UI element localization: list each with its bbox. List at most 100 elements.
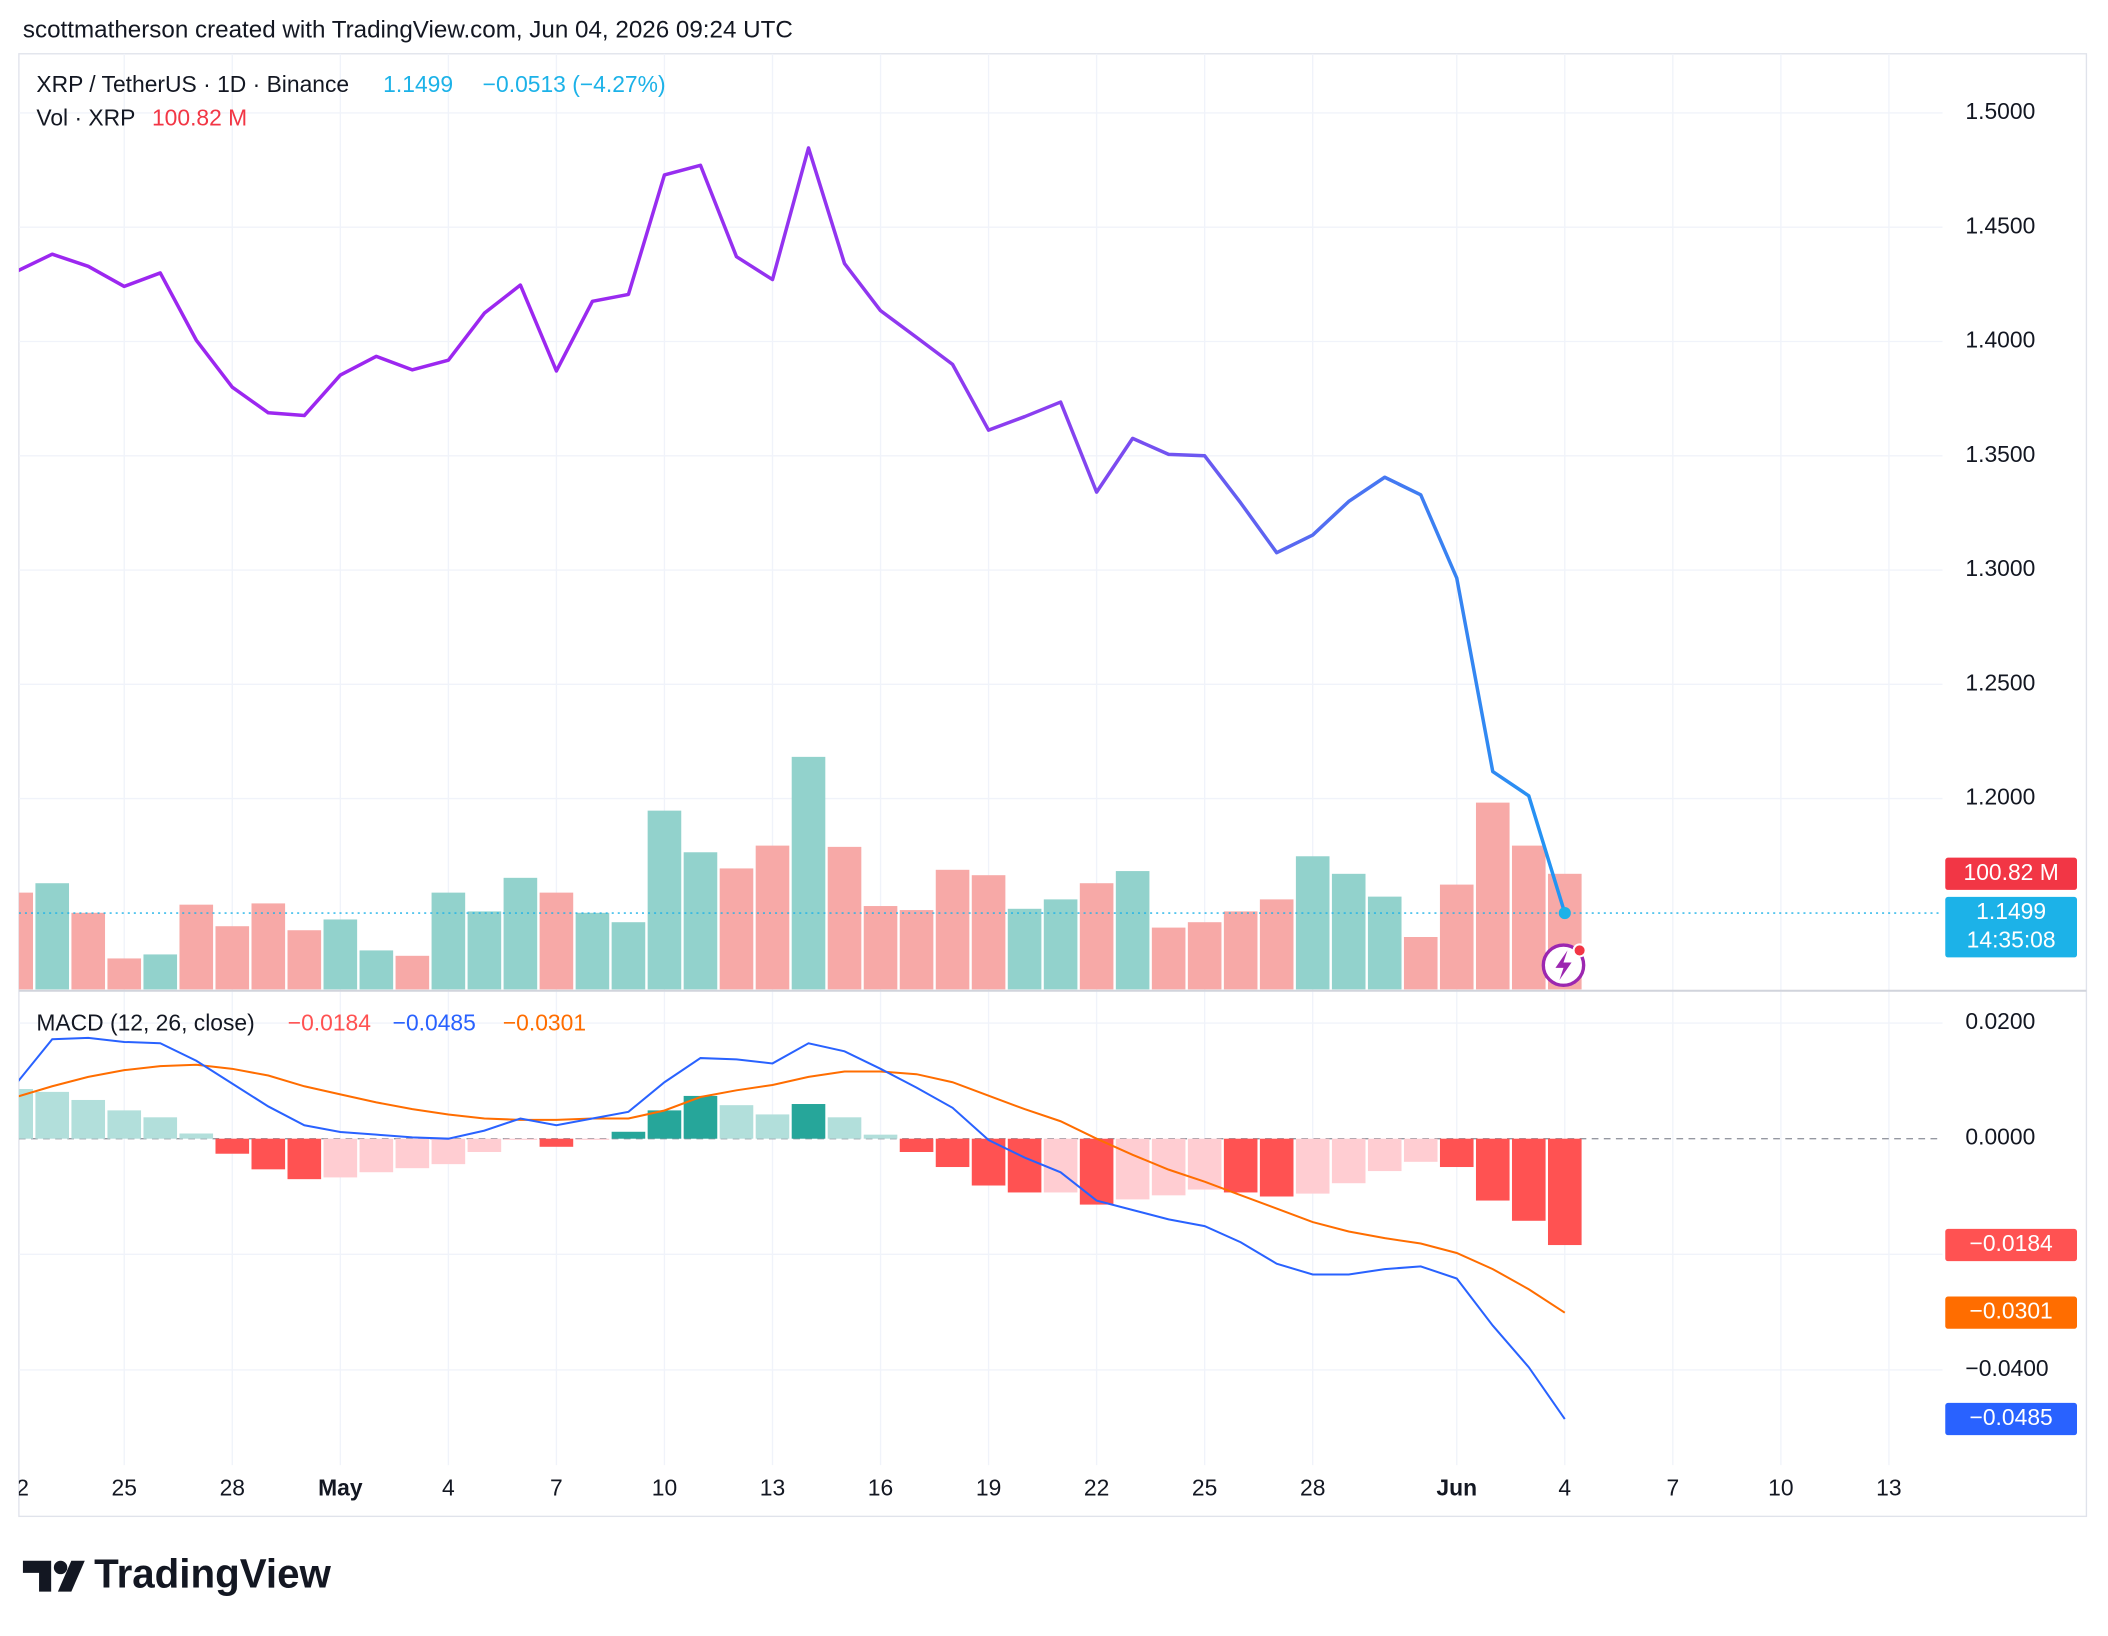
price-badge [1945, 1402, 2078, 1436]
macd-histogram-bar [935, 1138, 970, 1168]
volume-bar [503, 877, 538, 990]
last-price-dot [1558, 907, 1571, 920]
macd-histogram-bar [827, 1117, 862, 1139]
macd-histogram-bar [1115, 1138, 1150, 1200]
volume-bar [755, 845, 790, 990]
logo-text: TradingView [94, 1551, 331, 1597]
macd-histogram-bar [323, 1138, 358, 1178]
volume-bar [971, 875, 1006, 990]
x-tick-label: Jun [1436, 1475, 1477, 1501]
attribution: scottmatherson created with TradingView.… [23, 16, 793, 43]
macd-histogram-bar [539, 1138, 574, 1147]
volume-bar [323, 919, 358, 990]
volume-bar [179, 904, 214, 990]
x-tick-label: 13 [760, 1475, 785, 1501]
macd-histogram-bar [899, 1138, 934, 1152]
y-tick-label: 1.2500 [1965, 669, 2035, 695]
volume-bar [1475, 802, 1510, 990]
symbol-title: XRP / TetherUS · 1D · Binance [36, 71, 349, 97]
volume-bar [539, 892, 574, 990]
volume-bar [683, 852, 718, 990]
volume-bar [431, 892, 466, 990]
macd-histogram-bar [575, 1138, 610, 1140]
signal-line [18, 1063, 1566, 1314]
macd-histogram-bar [35, 1091, 70, 1139]
x-tick-label: 22 [3, 1475, 28, 1501]
volume-bar [467, 911, 502, 990]
volume-bar [1223, 911, 1258, 990]
volume-bar [18, 892, 34, 990]
volume-bar [287, 930, 322, 990]
macd-histogram-bar [251, 1138, 286, 1170]
volume-bar [575, 912, 610, 990]
volume-bar [1367, 896, 1402, 990]
macd-histogram-bar [1367, 1138, 1402, 1172]
macd-histogram-bar [215, 1138, 250, 1154]
macd-histogram-bar [143, 1117, 178, 1139]
price-line [18, 146, 1567, 914]
macd-histogram-bar [791, 1104, 826, 1139]
x-tick-label: 22 [1084, 1475, 1109, 1501]
x-tick-label: 7 [550, 1475, 563, 1501]
y-tick-label: 0.0000 [1965, 1124, 2035, 1150]
y-tick-label: 1.5000 [1965, 98, 2035, 124]
macd-histogram-bar [1511, 1138, 1546, 1221]
volume-bar [251, 903, 286, 990]
macd-histogram-bar [1475, 1138, 1510, 1201]
volume-bar [1511, 845, 1546, 990]
macd-line-value: −0.0485 [393, 1009, 476, 1035]
y-tick-label: 0.0200 [1965, 1008, 2035, 1034]
macd-histogram-bar [1547, 1138, 1582, 1246]
macd-histogram-bar [1079, 1138, 1114, 1205]
volume-bar [35, 883, 70, 990]
price-badge-text: −0.0184 [1970, 1230, 2054, 1256]
price-scale: 1.2000 1.2500 1.3000 1.3500 1.4000 1.4500 1.50… [1945, 98, 2078, 1436]
volume-bar [1439, 884, 1474, 990]
volume-bar [1331, 873, 1366, 990]
macd-histogram-bar [467, 1138, 502, 1152]
macd-histogram-bar [719, 1105, 754, 1139]
x-tick-label: 16 [868, 1475, 893, 1501]
price-badge [1945, 1296, 2078, 1329]
macd-histogram-bar [179, 1133, 214, 1139]
macd-histogram-bar [1403, 1138, 1438, 1162]
x-tick-label: 4 [442, 1475, 455, 1501]
macd-histogram-bar [503, 1138, 538, 1140]
macd-histogram-bar [683, 1095, 718, 1139]
price-badge-text: 1.1499 [1976, 898, 2046, 924]
price-badge-text: 14:35:08 [1967, 926, 2056, 952]
volume-bar [395, 955, 430, 990]
macd-histogram-bar [1223, 1138, 1258, 1193]
volume-bar [1043, 899, 1078, 990]
alert-icon [1541, 943, 1587, 988]
y-tick-label: 1.3000 [1965, 555, 2035, 581]
volume-value: 100.82 M [152, 105, 247, 131]
macd-line [18, 1036, 1566, 1420]
macd-title: MACD (12, 26, close) [36, 1009, 254, 1035]
macd-histogram-bar [1439, 1138, 1474, 1168]
y-tick-label: 1.3500 [1965, 441, 2035, 467]
x-tick-label: 25 [1192, 1475, 1217, 1501]
macd-histogram-bar [863, 1134, 898, 1139]
volume-bar [935, 869, 970, 990]
macd-histogram-bar [395, 1138, 430, 1169]
x-tick-label: 28 [220, 1475, 245, 1501]
price-badge-text: −0.0485 [1970, 1404, 2053, 1430]
macd-histogram-bar [431, 1138, 466, 1165]
macd-histogram-bar [1151, 1138, 1186, 1196]
volume-bar [1115, 871, 1150, 990]
y-tick-label: 1.2000 [1965, 784, 2035, 810]
volume-bar [143, 954, 178, 990]
macd-histogram-bar [107, 1110, 142, 1139]
price-badge [1945, 1228, 2078, 1262]
plot-area [18, 146, 1943, 1420]
legends: XRP / TetherUS · 1D · Binance 1.1499 −0.… [36, 71, 665, 1035]
macd-histogram-bar [1295, 1138, 1330, 1194]
price-badge [1945, 896, 2078, 958]
macd-histogram-bar [1007, 1138, 1042, 1193]
x-tick-label: 25 [112, 1475, 137, 1501]
chart-frame [18, 53, 2088, 1518]
